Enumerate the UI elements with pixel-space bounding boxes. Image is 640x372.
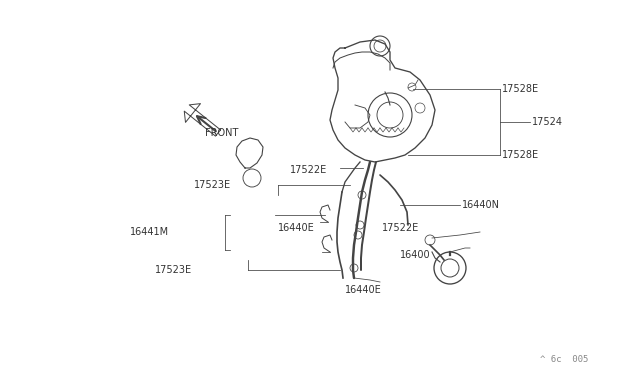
Text: 16441M: 16441M [130,227,169,237]
Text: 17524: 17524 [532,117,563,127]
Text: ^ 6c  005: ^ 6c 005 [540,356,588,365]
Text: 16440E: 16440E [345,285,381,295]
Text: 17522E: 17522E [290,165,327,175]
Text: FRONT: FRONT [205,128,238,138]
Text: 17528E: 17528E [502,84,539,94]
Text: 17528E: 17528E [502,150,539,160]
Text: 17523E: 17523E [194,180,231,190]
Text: 16440N: 16440N [462,200,500,210]
Text: 17522E: 17522E [382,223,419,233]
Text: 16400: 16400 [400,250,431,260]
Text: 17523E: 17523E [155,265,192,275]
Text: 16440E: 16440E [278,223,315,233]
